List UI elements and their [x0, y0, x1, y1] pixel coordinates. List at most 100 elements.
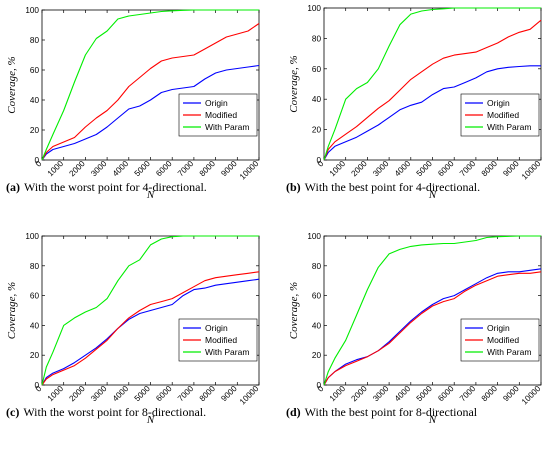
y-tick-label: 60 — [30, 66, 40, 75]
legend-label: Origin — [205, 323, 228, 333]
y-tick-label: 40 — [312, 95, 322, 104]
y-tick-label: 80 — [312, 34, 322, 43]
y-tick-label: 20 — [312, 351, 322, 360]
y-tick-label: 60 — [312, 292, 322, 301]
legend-label: Modified — [205, 110, 237, 120]
y-tick-label: 20 — [30, 351, 40, 360]
x-tick-label: 7000 — [458, 159, 478, 179]
x-tick-label: 7000 — [458, 384, 478, 404]
series-line-modified — [323, 19, 542, 161]
series-line-modified — [41, 271, 260, 386]
x-tick-label: 2000 — [68, 159, 88, 179]
y-tick-label: 0 — [34, 381, 39, 390]
legend-label: Origin — [487, 98, 510, 108]
x-tick-label: 6000 — [154, 384, 174, 404]
caption-text: With the best point for 8-directional — [305, 405, 478, 419]
x-tick-label: 3000 — [371, 384, 391, 404]
y-tick-label: 100 — [307, 4, 321, 13]
caption-tag: (c) — [6, 405, 19, 419]
caption-tag: (d) — [286, 405, 301, 419]
x-tick-label: 5000 — [415, 159, 435, 179]
figure-caption: (a) With the worst point for 4-directiona… — [6, 180, 207, 194]
x-tick-label: 1000 — [328, 159, 348, 179]
y-tick-label: 80 — [30, 262, 40, 271]
x-tick-label: 3000 — [371, 159, 391, 179]
caption-text: With the worst point for 8-directional. — [23, 405, 206, 419]
x-tick-label: 7000 — [176, 159, 196, 179]
x-axis-label: N — [146, 414, 155, 426]
y-axis-label: Coverage, % — [6, 56, 18, 113]
series-line-with-param — [41, 9, 259, 161]
x-tick-label: 0 — [34, 384, 44, 394]
legend-label: Modified — [205, 335, 237, 345]
legend-label: Modified — [487, 335, 519, 345]
x-tick-label: 2000 — [68, 384, 88, 404]
series-line-with-param — [41, 235, 259, 386]
caption-text: With the best point for 4-directional. — [305, 180, 480, 194]
figure-caption: (b) With the best point for 4-directional… — [286, 180, 480, 194]
x-tick-label: 6000 — [436, 159, 456, 179]
x-tick-label: 5000 — [133, 384, 153, 404]
x-tick-label: 0 — [34, 159, 44, 169]
x-tick-label: 3000 — [89, 384, 109, 404]
y-tick-label: 0 — [316, 156, 321, 165]
figure-caption: (d) With the best point for 8-directional — [286, 405, 478, 419]
x-tick-label: 6000 — [436, 384, 456, 404]
series-line-origin — [41, 278, 260, 386]
x-tick-label: 4000 — [111, 384, 131, 404]
y-tick-label: 100 — [25, 232, 39, 241]
y-tick-label: 20 — [30, 126, 40, 135]
x-tick-label: 10000 — [520, 384, 543, 407]
x-tick-label: 2000 — [350, 159, 370, 179]
y-axis-label: Coverage, % — [288, 55, 300, 112]
y-tick-label: 20 — [312, 126, 322, 135]
x-tick-label: 2000 — [350, 384, 370, 404]
x-tick-label: 1000 — [328, 384, 348, 404]
x-tick-label: 9000 — [219, 159, 239, 179]
x-tick-label: 10000 — [520, 159, 543, 182]
legend-label: With Param — [205, 122, 249, 132]
series-line-origin — [323, 65, 541, 161]
y-tick-label: 80 — [30, 36, 40, 45]
caption-tag: (a) — [6, 180, 20, 194]
series-line-origin — [41, 64, 260, 161]
legend-label: With Param — [487, 122, 531, 132]
series-line-with-param — [323, 235, 541, 386]
y-axis-label: Coverage, % — [6, 282, 18, 339]
plot-area-frame — [323, 235, 542, 386]
y-tick-label: 40 — [30, 96, 40, 105]
x-tick-label: 10000 — [238, 384, 261, 407]
legend-label: With Param — [205, 347, 249, 357]
y-tick-label: 40 — [312, 321, 322, 330]
x-tick-label: 8000 — [480, 159, 500, 179]
y-tick-label: 80 — [312, 262, 322, 271]
y-tick-label: 100 — [307, 232, 321, 241]
x-tick-label: 9000 — [219, 384, 239, 404]
x-tick-label: 9000 — [501, 159, 521, 179]
x-tick-label: 10000 — [238, 159, 261, 182]
legend-label: With Param — [487, 347, 531, 357]
x-tick-label: 8000 — [198, 159, 218, 179]
x-tick-label: 0 — [316, 384, 326, 394]
x-tick-label: 8000 — [480, 384, 500, 404]
y-tick-label: 60 — [30, 292, 40, 301]
x-tick-label: 9000 — [501, 384, 521, 404]
series-line-with-param — [323, 7, 541, 161]
legend-label: Origin — [205, 98, 228, 108]
caption-tag: (b) — [286, 180, 301, 194]
x-tick-label: 8000 — [198, 384, 218, 404]
series-line-modified — [41, 23, 260, 161]
x-tick-label: 0 — [316, 159, 326, 169]
x-tick-label: 6000 — [154, 159, 174, 179]
figure-caption: (c) With the worst point for 8-directiona… — [6, 405, 206, 419]
caption-text: With the worst point for 4-directional. — [24, 180, 207, 194]
x-tick-label: 4000 — [393, 384, 413, 404]
legend-label: Origin — [487, 323, 510, 333]
x-axis-label: N — [428, 189, 437, 201]
x-tick-label: 7000 — [176, 384, 196, 404]
x-axis-label: N — [428, 414, 437, 426]
